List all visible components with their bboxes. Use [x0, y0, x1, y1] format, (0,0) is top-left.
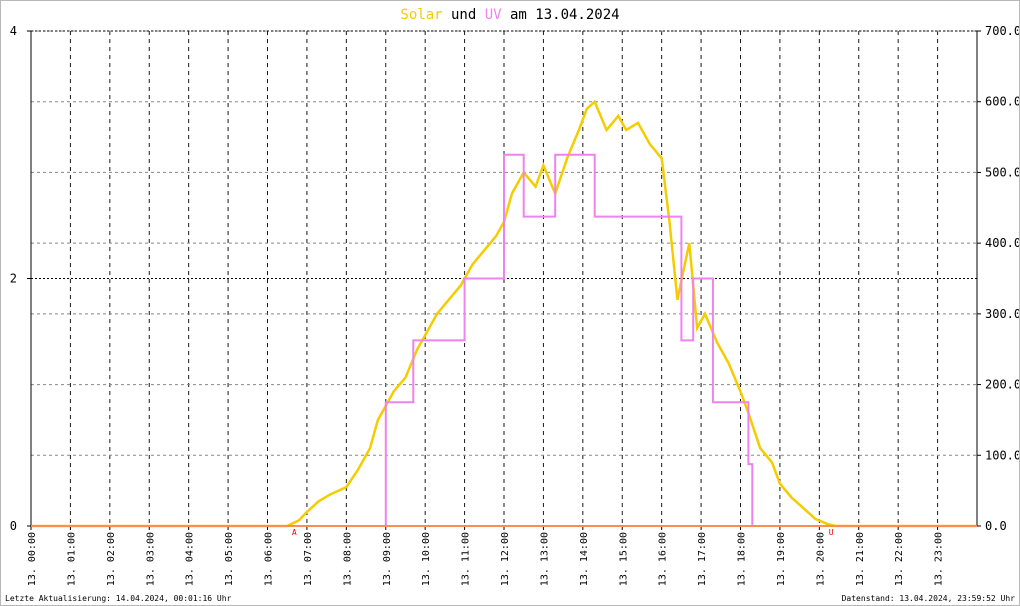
x-tick-label: 13. 20:00 [815, 532, 826, 586]
title-uv: UV [485, 7, 502, 23]
x-tick-label: 13. 02:00 [106, 532, 117, 586]
x-tick-label: 13. 12:00 [500, 532, 511, 586]
x-tick-label: 13. 04:00 [185, 532, 196, 586]
left-tick-label: 4 [10, 24, 17, 38]
x-tick-label: 13. 09:00 [382, 532, 393, 586]
sunrise-marker: A [292, 528, 297, 537]
left-tick-label: 2 [10, 272, 17, 286]
title-solar: Solar [400, 7, 442, 23]
x-tick-label: 13. 10:00 [421, 532, 432, 586]
series-uv [31, 153, 977, 527]
title-und: und [443, 7, 485, 23]
right-tick-label: 700.0 [985, 24, 1019, 38]
x-tick-label: 13. 03:00 [145, 532, 156, 586]
right-tick-label: 0.0 [985, 519, 1007, 533]
series-layer [31, 99, 977, 528]
x-tick-label: 13. 00:00 [27, 532, 38, 586]
x-tick-label: 13. 23:00 [934, 532, 945, 586]
x-tick-label: 13. 07:00 [303, 532, 314, 586]
right-tick-label: 100.0 [985, 448, 1019, 462]
title-date: am 13.04.2024 [502, 7, 620, 23]
x-tick-label: 13. 22:00 [894, 532, 905, 586]
right-tick-label: 500.0 [985, 165, 1019, 179]
x-tick-label: 13. 06:00 [264, 532, 275, 586]
x-tick-label: 13. 21:00 [855, 532, 866, 586]
chart-title: Solar und UV am 13.04.2024 [400, 7, 619, 23]
x-tick-label: 13. 19:00 [776, 532, 787, 586]
x-tick-label: 13. 01:00 [66, 532, 77, 586]
x-tick-label: 13. 15:00 [618, 532, 629, 586]
x-tick-label: 13. 11:00 [461, 532, 472, 586]
right-tick-label: 300.0 [985, 307, 1019, 321]
x-tick-label: 13. 05:00 [224, 532, 235, 586]
right-tick-label: 400.0 [985, 236, 1019, 250]
right-tick-label: 600.0 [985, 95, 1019, 109]
axes: 0 2 4 0.0 100.0 200.0 300.0 400.0 500.0 600.0 700.… [10, 24, 1019, 586]
x-tick-label: 13. 16:00 [658, 532, 669, 586]
x-tick-label: 13. 14:00 [579, 532, 590, 586]
x-tick-label: 13. 18:00 [737, 532, 748, 586]
left-tick-label: 0 [10, 519, 17, 533]
x-tick-label: 13. 08:00 [342, 532, 353, 586]
footer-data-state: Datenstand: 13.04.2024, 23:59:52 Uhr [842, 594, 1016, 603]
x-tick-label: 13. 13:00 [539, 532, 550, 586]
sunset-marker: U [829, 528, 834, 537]
footer-last-update: Letzte Aktualisierung: 14.04.2024, 00:01… [5, 594, 232, 603]
right-tick-label: 200.0 [985, 378, 1019, 392]
x-tick-label: 13. 17:00 [697, 532, 708, 586]
